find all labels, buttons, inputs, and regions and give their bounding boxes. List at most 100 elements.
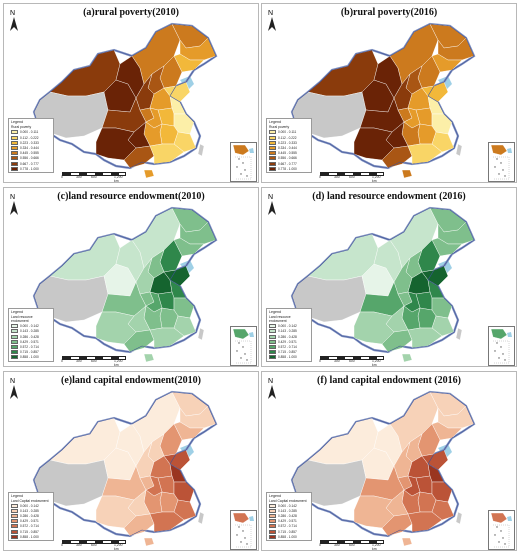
north-arrow-head [268, 385, 276, 399]
inset-sea [507, 148, 512, 153]
scale-label: 600 [91, 175, 97, 179]
legend-entry: 0.334 - 0.444 [269, 145, 309, 151]
inset-island [504, 175, 506, 177]
inset-sea [249, 332, 254, 337]
region-fujian [173, 499, 197, 521]
legend-class-label: 0.000 - 0.142 [20, 324, 39, 329]
inset-island [240, 173, 242, 175]
region-fujian [431, 499, 455, 521]
region-fujian [173, 131, 197, 153]
inset-map [490, 144, 512, 180]
legend-class-label: 0.286 - 0.428 [278, 514, 297, 519]
legend-entry: 0.143 - 0.285 [11, 508, 51, 513]
north-arrow-shape [268, 201, 276, 215]
legend-swatch [11, 156, 18, 161]
scale-bar-line [320, 356, 384, 360]
legend-entry: 0.572 - 0.714 [269, 344, 309, 349]
region-guangdong [149, 143, 185, 165]
panel-title: (c)land resource endowment(2010) [57, 191, 205, 202]
inset-island [242, 530, 244, 532]
legend-subtitle: Rural poverty [11, 125, 32, 130]
north-arrow-icon: N [9, 194, 19, 216]
inset-island [244, 169, 246, 171]
legend-entry: 0.445 - 0.555 [11, 151, 51, 156]
legend-class-label: 0.223 - 0.333 [20, 140, 39, 145]
legend-class-label: 0.858 - 1.000 [20, 355, 39, 360]
region-taiwan [197, 143, 205, 157]
legend-swatch [11, 329, 18, 334]
legend-heading: Legend [269, 120, 281, 125]
legend-class-label: 0.112 - 0.222 [20, 135, 39, 140]
legend-class-label: 0.143 - 0.285 [278, 508, 297, 513]
legend-swatch [11, 344, 18, 349]
scale-label: 0 [319, 359, 321, 363]
legend-swatch [269, 503, 276, 508]
panel-title: (f) land capital endowment (2016) [317, 375, 461, 386]
scale-label: 600 [349, 175, 355, 179]
region-taiwan [197, 327, 205, 341]
inset-mainland [490, 512, 508, 524]
inset-island [246, 175, 248, 177]
legend-class-label: 0.286 - 0.428 [20, 514, 39, 519]
north-arrow-shape [10, 385, 18, 399]
inset-mainland [232, 512, 250, 524]
scale-label: 300 [76, 175, 82, 179]
legend-entry: 0.858 - 1.000 [11, 355, 51, 360]
legend-swatch [269, 135, 276, 140]
legend-class-label: 0.143 - 0.285 [278, 329, 297, 334]
south-china-sea-inset [230, 326, 257, 366]
legend-swatch [269, 151, 276, 156]
south-china-sea-inset [230, 510, 257, 550]
north-arrow-shape [268, 385, 276, 399]
legend-entry: 0.000 - 0.142 [11, 324, 51, 329]
legend-class-label: 0.715 - 0.857 [278, 350, 297, 355]
legend-swatch [269, 339, 276, 344]
inset-island [500, 346, 502, 348]
legend-heading: Legend [11, 309, 23, 314]
legend-swatch [269, 130, 276, 135]
legend-class-label: 0.286 - 0.428 [20, 334, 39, 339]
bohai-sea [438, 260, 452, 274]
region-guangdong [407, 143, 443, 165]
legend-swatch [11, 503, 18, 508]
legend-entry: 0.667 - 0.777 [269, 161, 309, 166]
legend-entry: 0.556 - 0.666 [11, 156, 51, 161]
legend-entry: 0.286 - 0.428 [269, 334, 309, 339]
region-guangdong [149, 327, 185, 349]
legend-entry: 0.143 - 0.285 [269, 508, 309, 513]
map-panel: (a)rural poverty(2010) N Legend Rural pover… [3, 3, 259, 183]
legend-class-label: 0.429 - 0.571 [278, 519, 297, 524]
legend-class-label: 0.715 - 0.857 [20, 529, 39, 534]
legend-entry: 0.000 - 0.111 [269, 130, 309, 135]
legend-class-label: 0.556 - 0.666 [20, 156, 39, 161]
inset-island [236, 534, 238, 536]
bohai-sea [180, 444, 194, 458]
legend-entry: 0.858 - 1.000 [11, 534, 51, 539]
scale-bar-line [62, 356, 126, 360]
north-arrow-head [268, 201, 276, 215]
south-china-sea-inset [488, 510, 515, 550]
legend-entry: 0.000 - 0.142 [269, 324, 309, 329]
inset-island [498, 541, 500, 543]
scale-label: 300 [334, 543, 340, 547]
legend-entry: 0.572 - 0.714 [11, 524, 51, 529]
map-legend: Legend Rural poverty 0.000 - 0.111 0.112 - … [8, 118, 54, 174]
legend-entry: 0.715 - 0.857 [269, 350, 309, 355]
legend-entry: 0.429 - 0.571 [11, 519, 51, 524]
region-guangdong [407, 511, 443, 533]
inset-island [246, 543, 248, 545]
scale-label: 0 [61, 175, 63, 179]
region-guangdong [149, 511, 185, 533]
inset-island [504, 543, 506, 545]
map-panel: (e)land capital endowment(2010) N Legend La… [3, 371, 259, 551]
country-border [291, 23, 475, 169]
region-hainan [401, 169, 413, 179]
country-border [33, 207, 217, 353]
scale-label: 300 [76, 359, 82, 363]
inset-map [232, 144, 254, 180]
legend-heading: Legend [269, 493, 281, 498]
scale-bar: 0 300 600 1,200 km [319, 539, 384, 550]
legend-entry: 0.715 - 0.857 [11, 529, 51, 534]
legend-class-label: 0.667 - 0.777 [20, 161, 39, 166]
legend-class-label: 0.223 - 0.333 [278, 140, 297, 145]
